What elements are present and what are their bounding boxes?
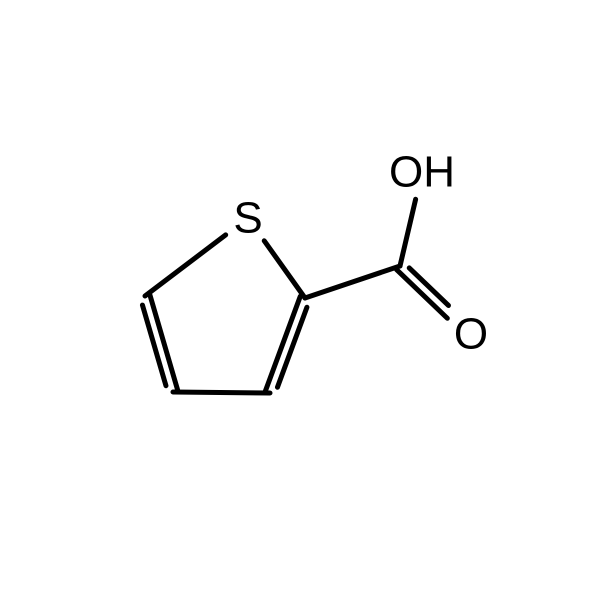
bond [400, 199, 416, 266]
bond [305, 266, 400, 298]
atom-label-s: S [233, 194, 262, 243]
atom-label-ooh: OH [389, 148, 455, 197]
bond [173, 392, 270, 393]
atom-label-od: O [454, 310, 488, 359]
molecule-diagram: S OH O [0, 0, 600, 600]
bond [145, 235, 226, 296]
bond [264, 241, 305, 298]
